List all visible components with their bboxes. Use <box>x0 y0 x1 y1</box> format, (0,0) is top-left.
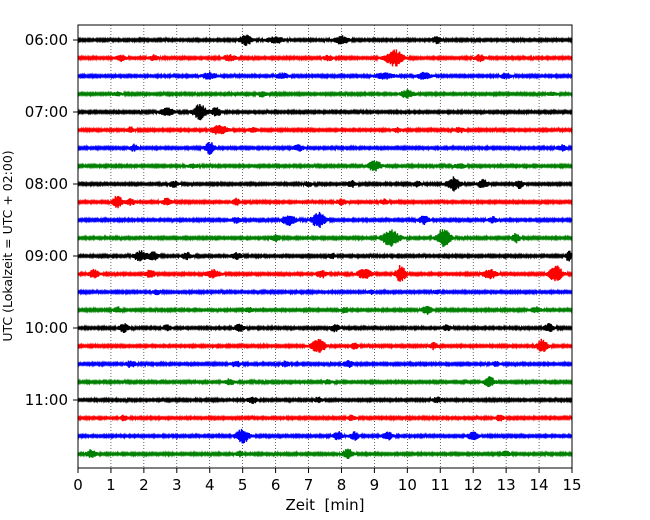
trace-0600 <box>77 34 573 46</box>
x-tick-label: 3 <box>172 476 182 494</box>
x-tick-label: 9 <box>370 476 380 494</box>
x-tick-label: 11 <box>431 476 450 494</box>
x-tick-label: 2 <box>139 476 149 494</box>
x-tick-label: 10 <box>398 476 417 494</box>
trace-1030 <box>77 360 573 369</box>
x-tick-label: 4 <box>205 476 215 494</box>
trace-0945 <box>77 305 573 315</box>
seismogram-traces <box>77 34 573 459</box>
x-tick-label: 0 <box>73 476 83 494</box>
trace-0730 <box>77 142 573 155</box>
x-tick-label: 15 <box>562 476 581 494</box>
trace-0900 <box>77 250 573 262</box>
trace-1130 <box>77 428 573 444</box>
trace-0915 <box>77 264 573 282</box>
y-tick-label: 06:00 <box>25 31 68 49</box>
trace-0645 <box>77 89 573 99</box>
x-tick-label: 7 <box>304 476 314 494</box>
grid-lines <box>110 25 540 468</box>
trace-0815 <box>77 195 573 209</box>
trace-0615 <box>77 49 573 67</box>
x-tick-label: 12 <box>464 476 483 494</box>
y-tick-label: 09:00 <box>25 247 68 265</box>
y-tick-label: 11:00 <box>25 391 68 409</box>
trace-0715 <box>77 124 573 135</box>
trace-1015 <box>77 338 573 353</box>
x-tick-label: 8 <box>337 476 347 494</box>
trace-0830 <box>77 211 573 228</box>
x-tick-label: 5 <box>238 476 248 494</box>
trace-1000 <box>77 322 573 333</box>
x-axis-label: Zeit [min] <box>285 496 364 514</box>
x-tick-label: 6 <box>271 476 281 494</box>
trace-1145 <box>77 448 573 459</box>
plot-frame <box>77 24 573 469</box>
trace-0630 <box>77 71 573 80</box>
y-tick-label: 08:00 <box>25 175 68 193</box>
x-tick-label: 13 <box>497 476 516 494</box>
trace-1100 <box>77 396 573 404</box>
trace-0745 <box>77 160 573 172</box>
trace-0800 <box>77 176 573 192</box>
y-tick-label: 10:00 <box>25 319 68 337</box>
x-axis-ticks: 0 1 2 3 4 5 6 7 8 9 10 11 12 13 14 15 <box>73 468 582 494</box>
trace-0845 <box>77 229 573 248</box>
y-tick-label: 07:00 <box>25 103 68 121</box>
x-tick-label: 1 <box>106 476 116 494</box>
trace-0930 <box>77 288 573 296</box>
x-tick-label: 14 <box>530 476 549 494</box>
trace-1045 <box>77 376 573 388</box>
trace-0700 <box>77 103 573 121</box>
y-axis-ticks: 06:00 07:00 08:00 09:00 10:00 11:00 <box>25 31 78 409</box>
trace-1115 <box>77 414 573 422</box>
y-axis-label: UTC (Lokalzeit = UTC + 02:00) <box>0 150 15 341</box>
